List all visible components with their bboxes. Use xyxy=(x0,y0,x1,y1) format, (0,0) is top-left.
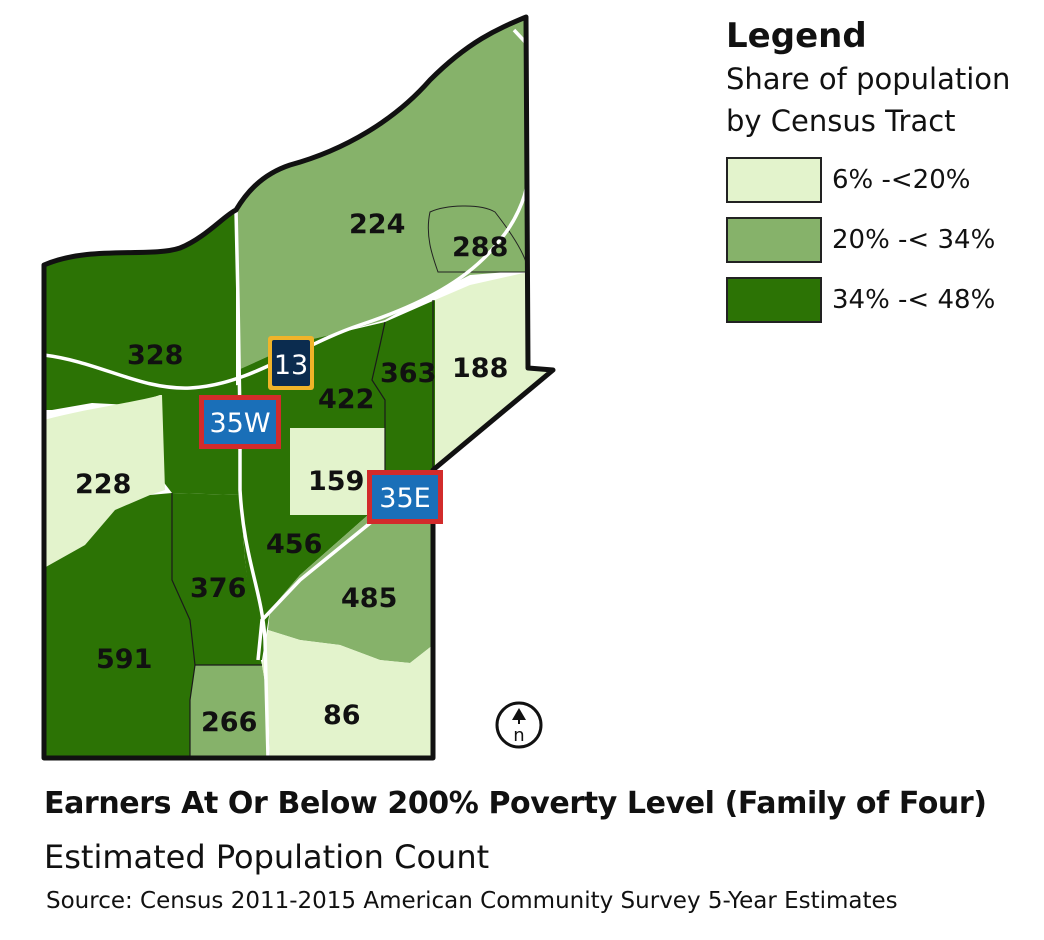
legend-item: 20% -< 34% xyxy=(726,216,1010,264)
tract-label: 266 xyxy=(201,707,257,738)
legend-swatch xyxy=(726,157,822,203)
tract-label: 228 xyxy=(75,469,131,500)
legend: Legend Share of population by Census Tra… xyxy=(726,14,1010,336)
tract-label: 188 xyxy=(452,353,508,384)
highway-13-label: 13 xyxy=(274,350,308,381)
roads xyxy=(43,28,530,759)
legend-items: 6% -<20% 20% -< 34% 34% -< 48% xyxy=(726,156,1010,324)
tract-591-area xyxy=(44,493,195,758)
tract-228-area xyxy=(44,395,165,568)
highway-35e-shield: 35E xyxy=(367,470,443,524)
tract-label: 86 xyxy=(323,700,361,731)
legend-swatch xyxy=(726,217,822,263)
legend-title: Legend xyxy=(726,16,867,56)
tract-polygons xyxy=(44,17,553,758)
tract-485-area xyxy=(268,515,433,663)
tract-boundaries xyxy=(171,300,434,758)
tract-label: 485 xyxy=(341,583,397,614)
legend-subtitle-line1: Share of population xyxy=(726,62,1011,96)
tract-label: 363 xyxy=(380,358,436,389)
poverty-map: 224 288 328 363 188 422 228 159 456 376 … xyxy=(41,14,556,761)
tract-label: 288 xyxy=(452,232,508,263)
tract-label: 159 xyxy=(308,466,364,497)
legend-item: 6% -<20% xyxy=(726,156,1010,204)
tract-label: 456 xyxy=(266,529,322,560)
highway-35w-shield: 35W xyxy=(199,395,281,449)
north-arrow-icon: n xyxy=(495,701,543,749)
tract-label: 376 xyxy=(190,573,246,604)
map-subtitle: Estimated Population Count xyxy=(44,838,490,876)
legend-label: 6% -<20% xyxy=(832,165,971,195)
tract-188-area xyxy=(435,272,553,470)
tract-288-area xyxy=(427,205,527,273)
highway-35w-label: 35W xyxy=(209,408,270,439)
tract-86-area xyxy=(262,630,433,758)
tract-456-area xyxy=(240,490,368,660)
north-arrow-label: n xyxy=(513,725,524,746)
map-source: Source: Census 2011-2015 American Commun… xyxy=(46,888,898,914)
tract-266-area xyxy=(190,665,270,758)
county-outline xyxy=(41,14,556,761)
tract-label: 328 xyxy=(127,340,183,371)
tract-labels: 224 288 328 363 188 422 228 159 456 376 … xyxy=(75,209,508,738)
legend-label: 20% -< 34% xyxy=(832,225,996,255)
legend-swatch xyxy=(726,277,822,323)
highway-13-shield: 13 xyxy=(268,336,314,390)
legend-subtitle-line2: by Census Tract xyxy=(726,104,956,138)
tract-159-area xyxy=(290,428,385,515)
highway-35e-label: 35E xyxy=(379,483,430,514)
tract-label: 591 xyxy=(96,644,152,675)
tract-label: 422 xyxy=(318,384,374,415)
legend-item: 34% -< 48% xyxy=(726,276,1010,324)
tract-376-area xyxy=(172,493,262,665)
map-title: Earners At Or Below 200% Poverty Level (… xyxy=(44,786,987,821)
tract-label: 224 xyxy=(349,209,405,240)
legend-label: 34% -< 48% xyxy=(832,285,996,315)
tract-328-area xyxy=(44,210,236,410)
tract-422-area xyxy=(238,300,435,490)
